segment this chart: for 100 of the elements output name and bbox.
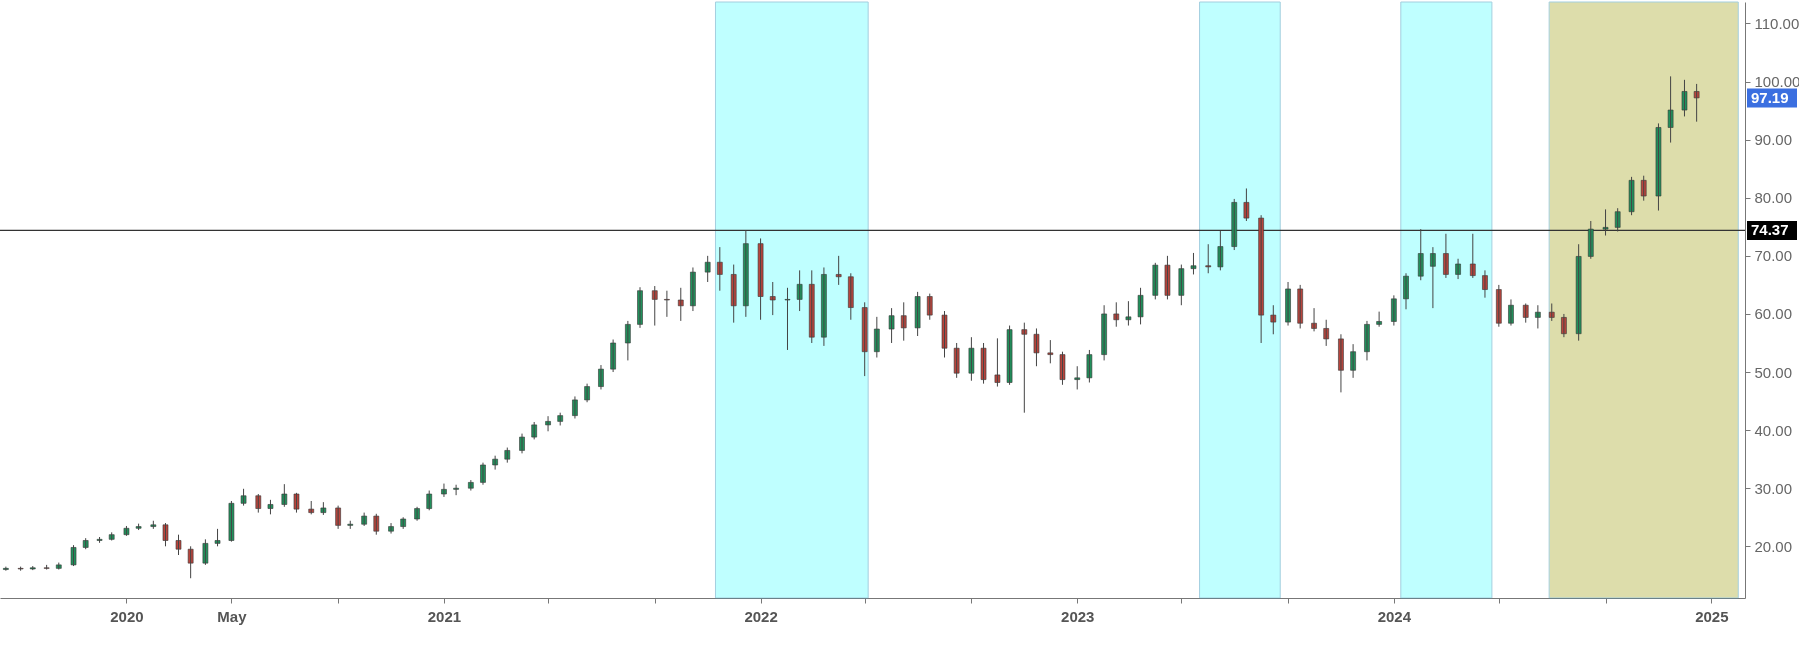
candlestick: [162, 522, 169, 547]
candlestick: [994, 337, 1001, 388]
candlestick: [980, 342, 987, 385]
candlestick: [108, 531, 115, 541]
candlestick: [888, 307, 895, 344]
candlestick: [426, 490, 433, 511]
candlestick: [1074, 365, 1081, 390]
candlestick: [651, 285, 658, 327]
x-tick-label: 2022: [744, 607, 778, 625]
candlestick: [347, 520, 354, 530]
candlestick: [1496, 284, 1502, 328]
candlestick: [1033, 327, 1040, 367]
candlestick: [70, 544, 77, 567]
candlestick: [926, 293, 933, 321]
candlestick: [1548, 302, 1555, 322]
candlestick: [1164, 255, 1171, 300]
candlestick: [1693, 83, 1700, 123]
candlestick: [1522, 302, 1529, 324]
y-tick-label: 80.00: [1754, 189, 1793, 207]
candlestick: [1667, 75, 1674, 144]
candlestick: [202, 538, 209, 566]
candlestick: [1681, 79, 1688, 117]
candlestick: [968, 336, 975, 382]
candlestick: [214, 528, 221, 547]
y-tick-label: 90.00: [1754, 131, 1793, 149]
candlestick: [1113, 301, 1120, 328]
y-tick-label: 30.00: [1754, 479, 1793, 497]
candlestick: [240, 488, 247, 507]
candlestick: [1640, 175, 1647, 202]
y-tick-label: 20.00: [1754, 537, 1793, 555]
candlestick: [1297, 284, 1303, 329]
candlestick: [1655, 122, 1662, 212]
candlestick: [293, 492, 300, 514]
candlestick: [187, 545, 194, 579]
x-tick-label: 2024: [1377, 607, 1412, 625]
candlestick: [1190, 252, 1197, 275]
ref-line-label: 74.37: [1751, 221, 1789, 239]
candlestick: [757, 237, 764, 321]
x-tick-label: 2023: [1061, 607, 1095, 625]
candlestick: [123, 525, 130, 537]
candlestick: [900, 301, 907, 342]
y-tick-label: 40.00: [1754, 421, 1793, 439]
text: 97.19: [1751, 88, 1789, 106]
candlestick: [1021, 322, 1028, 414]
candlestick: [784, 287, 791, 351]
candlestick: [29, 565, 36, 571]
y-tick-label: 60.00: [1754, 305, 1793, 323]
candlestick: [717, 246, 723, 292]
candlestick: [848, 272, 854, 321]
candlestick: [531, 421, 537, 440]
candlestick: [1006, 325, 1013, 386]
x-tick-label: May: [217, 607, 248, 625]
candlestick: [1137, 287, 1144, 325]
candlestick: [468, 479, 474, 492]
candlestick: [1205, 243, 1212, 274]
candlestick: [1575, 243, 1582, 342]
candlestick: [135, 523, 142, 531]
candlestick: [1243, 187, 1250, 222]
candlestick: [281, 483, 288, 508]
candlestick: [1178, 264, 1185, 306]
candlestick: [320, 501, 327, 516]
candlestick: [769, 281, 776, 316]
candlestick: [175, 534, 182, 556]
candlestick: [267, 499, 274, 515]
candlestick: [677, 287, 684, 322]
candlestick: [861, 301, 868, 377]
candlestick: [1628, 176, 1635, 216]
candlestick: [82, 537, 89, 550]
y-tick-label: 50.00: [1754, 363, 1793, 381]
candlestick: [1047, 339, 1054, 364]
candlestick: [1270, 304, 1277, 335]
candlestick: [664, 290, 670, 318]
candlestick: [308, 500, 315, 515]
candlestick: [400, 516, 406, 530]
candlestick: [796, 269, 803, 312]
candlestick: [1125, 300, 1132, 327]
candlestick: [557, 412, 563, 426]
candlestick: [874, 316, 880, 359]
y-tick-label: 100.00: [1754, 73, 1801, 91]
x-tick-label: 2025: [1695, 607, 1729, 625]
candlestick: [228, 500, 235, 543]
candlestick: [835, 255, 842, 286]
candlestick: [504, 447, 511, 464]
candlestick: [914, 291, 921, 337]
y-tick-label: 110.00: [1754, 14, 1800, 32]
candlestick: [953, 342, 960, 379]
candlestick: [150, 520, 157, 530]
candlestick: [1152, 262, 1159, 300]
x-tick-label: 2020: [110, 607, 144, 625]
x-tick-label: 2021: [427, 607, 462, 625]
candlestick: [96, 536, 103, 544]
candlestick: [1323, 319, 1329, 347]
candlestick: [373, 513, 380, 536]
candlestick: [1086, 349, 1093, 383]
candlestick: [255, 493, 262, 514]
candlestick: [55, 562, 62, 571]
candlestick: [704, 255, 711, 283]
y-tick-label: 70.00: [1754, 247, 1793, 265]
candlestick: [941, 310, 948, 359]
candlestick: [43, 564, 50, 571]
